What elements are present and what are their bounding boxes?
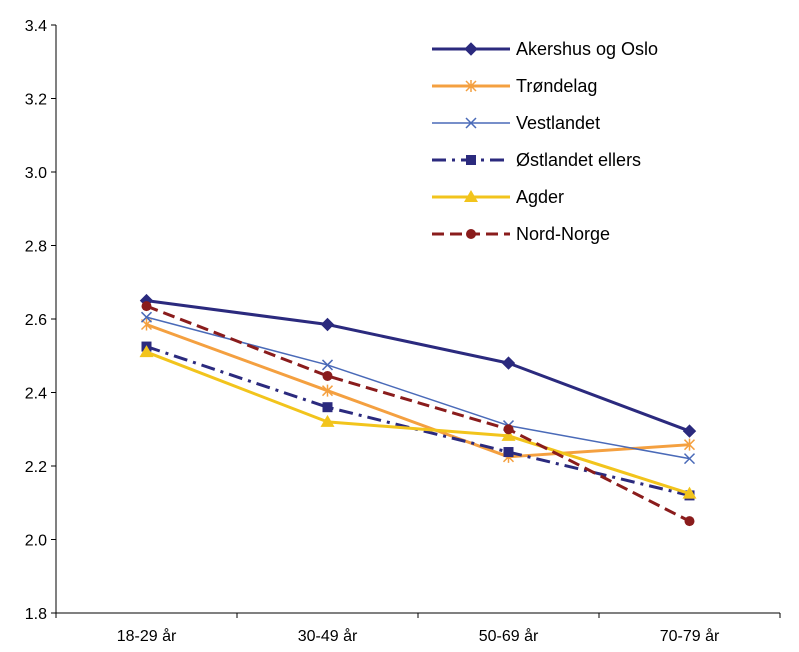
data-point [501,428,516,441]
y-tick-label: 3.4 [25,18,47,35]
series-3 [141,341,695,501]
series-line [145,350,690,495]
y-tick-label: 2.0 [25,533,47,550]
legend-label: Trøndelag [516,76,597,96]
data-point [140,311,153,323]
legend-marker [465,117,477,129]
series-line [145,323,690,459]
x-tick-label: 30-49 år [298,627,358,645]
data-point [321,359,334,371]
legend-label: Vestlandet [516,113,600,133]
series-4 [139,345,697,499]
legend-marker [465,80,477,92]
data-point [682,424,697,438]
legend-entry: Akershus og Oslo [432,39,658,59]
series-0 [139,293,697,438]
legend-label: Østlandet ellers [516,150,641,170]
x-tick-label: 18-29 år [117,627,177,645]
data-point [501,356,516,370]
y-tick-label: 2.2 [25,459,47,476]
legend-marker [466,229,476,239]
x-tick-label: 50-69 år [479,627,539,645]
series-line [146,299,691,433]
series-layer [139,293,697,527]
series-line [145,304,691,523]
series-5 [141,301,695,527]
legend-entry: Trøndelag [432,76,597,96]
legend-label: Akershus og Oslo [516,39,658,59]
legend-label: Nord-Norge [516,224,610,244]
data-point [321,384,334,397]
y-tick-label: 2.6 [25,312,47,329]
data-point [139,345,154,358]
legend-entry: Østlandet ellers [432,150,641,170]
y-tick-label: 3.2 [25,92,47,109]
data-point [320,414,335,427]
data-point [503,424,514,435]
axes: 1.8 2.0 2.2 2.4 2.6 2.8 3.0 3.2 3.4 18-29 år 30-49… [25,18,781,645]
data-point [683,438,696,451]
data-point [503,447,514,458]
legend-marker [464,190,478,202]
y-tick-label: 2.4 [25,386,47,403]
series-line [146,316,690,460]
legend-label: Agder [516,187,564,207]
data-point [682,486,697,499]
legend-entry: Vestlandet [432,113,600,133]
series-line [146,345,690,497]
data-point [322,402,333,413]
legend: Akershus og Oslo Trøndelag Vestlandet Østla… [432,39,658,244]
y-tick-label: 3.0 [25,165,47,182]
data-point [320,317,335,332]
series-1 [140,318,696,463]
legend-marker [464,42,478,56]
y-tick-label: 2.8 [25,239,47,256]
data-point [141,301,152,312]
data-point [684,516,695,527]
legend-marker [466,155,476,165]
legend-entry: Nord-Norge [432,224,610,244]
y-tick-label: 1.8 [25,606,47,623]
x-tick-label: 70-79 år [660,627,720,645]
data-point [683,453,696,465]
data-point [322,370,333,381]
legend-entry: Agder [432,187,564,207]
